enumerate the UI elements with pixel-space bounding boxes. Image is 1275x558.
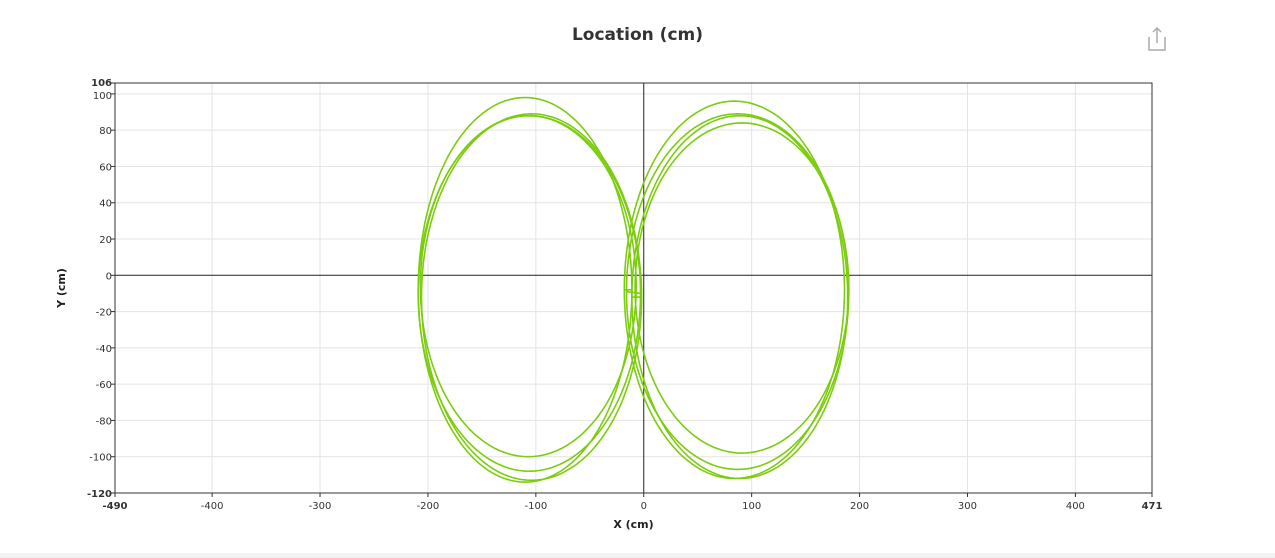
chart-title: Location (cm) [571,25,704,45]
trajectory-loop [419,114,850,458]
grid [115,83,1152,493]
x-tick-label: -300 [309,501,332,512]
y-tick-label: 40 [99,199,112,210]
y-tick-label: -40 [96,344,112,355]
y-tick-label: -20 [96,308,112,319]
x-tick-label: 100 [742,501,761,512]
y-tick-label: 0 [106,271,112,282]
tick-labels: -490 -400 -300 -200 -100 0 100 200 300 400 471-120… [87,78,1163,512]
x-tick-label: 200 [850,501,869,512]
trajectory-loop [417,113,850,472]
y-tick-label: -120 [87,489,112,500]
y-tick-label: 106 [91,78,112,89]
y-tick-label: 80 [99,126,112,137]
plot-frame [114,82,1153,494]
x-tick-label: 471 [1142,501,1163,512]
y-tick-label: -100 [89,453,112,464]
y-tick-label: 60 [99,162,112,173]
x-tick-label: -400 [201,501,224,512]
y-tick-label: -80 [96,416,112,427]
trajectory-loop [417,96,846,483]
x-axis-title: X (cm) [613,518,653,531]
x-tick-label: 0 [641,501,647,512]
series-layer [417,96,850,483]
y-tick-label: 100 [93,91,112,102]
x-tick-label: -100 [524,501,547,512]
x-tick-label: 300 [958,501,977,512]
y-tick-label: 20 [99,235,112,246]
share-button[interactable] [1143,24,1171,54]
share-icon [1148,26,1166,51]
y-axis-title: Y (cm) [55,268,68,309]
trajectory-loop [420,113,849,482]
y-tick-label: -60 [96,380,112,391]
x-tick-label: -490 [102,501,127,512]
x-tick-label: -200 [417,501,440,512]
x-tick-label: 400 [1066,501,1085,512]
bottom-strip [0,553,1275,558]
